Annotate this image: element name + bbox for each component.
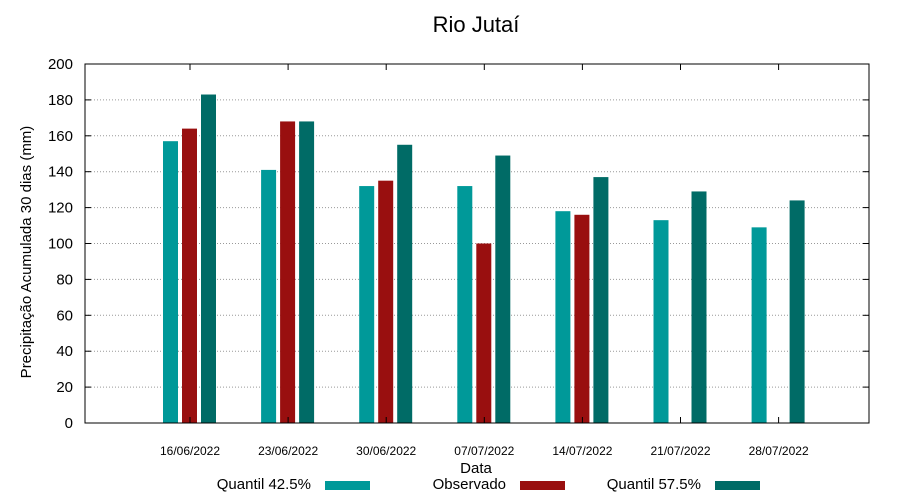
plot-frame	[84, 63, 870, 424]
y-tick-label: 80	[56, 271, 73, 288]
x-axis-ticks: 16/06/2022 23/06/2022 30/06/2022 07/07/2022…	[160, 64, 809, 458]
y-tick-label: 20	[56, 379, 73, 396]
y-axis-ticks: 0 20 40 60 80 100 120 140 160 180 200	[48, 56, 869, 432]
bar	[789, 200, 805, 423]
legend: Quantil 42.5% Observado Quantil 57.5%	[217, 476, 760, 493]
bar	[359, 186, 375, 423]
y-tick-label: 140	[48, 164, 73, 181]
x-tick-label: 23/06/2022	[258, 444, 318, 458]
bar	[653, 220, 669, 423]
bar	[574, 214, 590, 423]
x-axis-label: Data	[460, 460, 492, 477]
y-tick-label: 100	[48, 236, 73, 253]
y-axis-label: Precipitação Acumulada 30 dias (mm)	[18, 126, 35, 379]
bar	[751, 227, 767, 423]
y-tick-label: 60	[56, 307, 73, 324]
bar	[299, 121, 315, 423]
x-tick-label: 21/07/2022	[650, 444, 710, 458]
x-tick-label: 14/07/2022	[552, 444, 612, 458]
bar	[593, 177, 609, 423]
bars	[163, 94, 805, 424]
y-tick-label: 40	[56, 343, 73, 360]
legend-label: Quantil 42.5%	[217, 476, 311, 493]
y-tick-label: 160	[48, 128, 73, 145]
chart-title: Rio Jutaí	[433, 12, 520, 37]
x-tick-label: 30/06/2022	[356, 444, 416, 458]
y-tick-label: 120	[48, 200, 73, 217]
bar	[201, 94, 216, 423]
bar	[555, 211, 571, 423]
x-tick-label: 16/06/2022	[160, 444, 220, 458]
bar	[378, 180, 394, 423]
bar	[495, 155, 511, 424]
y-tick-label: 180	[48, 92, 73, 109]
y-tick-label: 200	[48, 56, 73, 73]
bar	[397, 144, 413, 423]
x-tick-label: 28/07/2022	[749, 444, 809, 458]
legend-swatch	[520, 481, 565, 490]
bar	[182, 128, 197, 423]
legend-swatch	[325, 481, 370, 490]
legend-label: Observado	[433, 476, 506, 493]
bar	[457, 186, 473, 423]
bar	[280, 121, 296, 423]
bar	[261, 169, 277, 423]
legend-swatch	[715, 481, 760, 490]
y-tick-label: 0	[65, 415, 73, 432]
bar	[163, 141, 178, 423]
legend-label: Quantil 57.5%	[607, 476, 701, 493]
x-tick-label: 07/07/2022	[454, 444, 514, 458]
bar	[476, 243, 492, 423]
bar	[691, 191, 707, 423]
